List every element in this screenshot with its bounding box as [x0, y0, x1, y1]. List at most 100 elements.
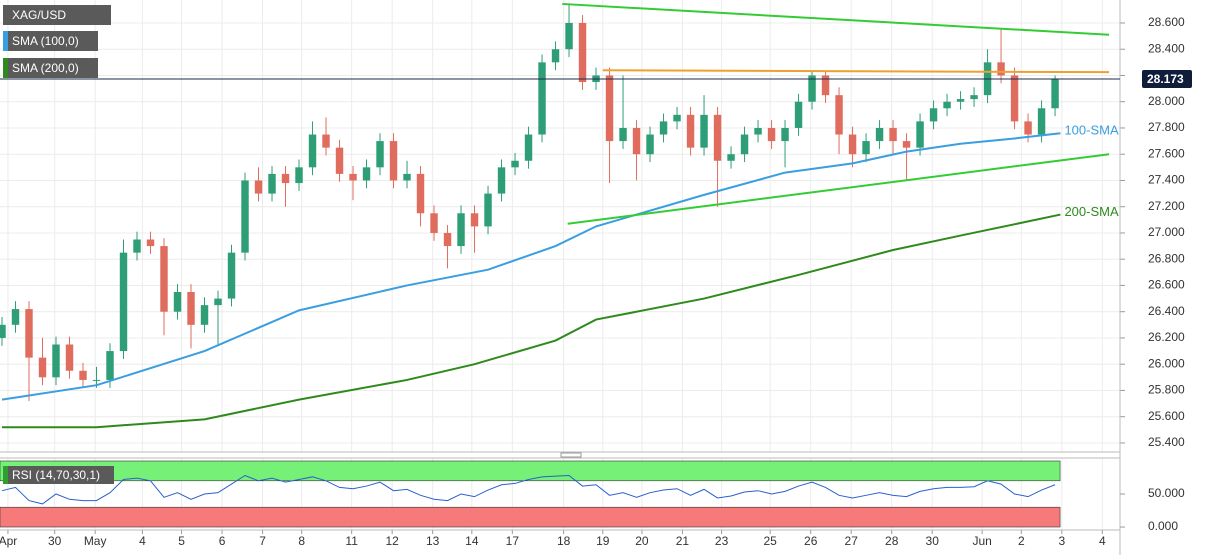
candle-body: [754, 127, 762, 135]
candle-body: [376, 141, 384, 168]
candle-body: [1010, 75, 1019, 122]
candle-body: [484, 193, 492, 227]
candle-body: [713, 114, 722, 161]
legend-label: SMA (100,0): [12, 34, 79, 48]
x-tick-label: 27: [845, 534, 859, 548]
candle-body: [430, 213, 438, 233]
panel-handle: [560, 452, 582, 458]
candle-body: [551, 49, 560, 63]
x-tick-label: 21: [676, 534, 690, 548]
y-tick-label: 25.400: [1148, 435, 1185, 449]
candle-body: [997, 62, 1005, 76]
candle-body: [808, 75, 816, 102]
candle-body: [565, 22, 573, 50]
candle-body: [916, 121, 924, 148]
y-tick-label: 26.000: [1148, 356, 1185, 370]
candle-body: [443, 232, 452, 247]
x-tick-label: 20: [635, 534, 649, 548]
x-tick-label: 25: [764, 534, 778, 548]
candle-body: [11, 309, 20, 325]
candle-body: [241, 180, 249, 253]
candle-body: [146, 239, 155, 247]
legend-label: XAG/USD: [12, 8, 66, 22]
candle-body: [511, 160, 519, 168]
legend-box: [3, 31, 98, 51]
x-tick-label: 6: [219, 534, 226, 548]
candle-body: [700, 114, 708, 148]
y-tick-label: 27.200: [1148, 199, 1185, 213]
y-tick-label: 28.000: [1148, 94, 1185, 108]
candle-body: [889, 127, 897, 142]
candle-body: [281, 173, 290, 184]
candle-body: [524, 134, 533, 161]
candle-body: [133, 239, 141, 253]
x-tick-label: Apr: [0, 534, 17, 548]
x-tick-label: 19: [596, 534, 610, 548]
trend-line: [567, 153, 1110, 225]
sma-label: 200-SMA: [1064, 204, 1119, 219]
candle-body: [362, 167, 371, 181]
trend-line: [602, 69, 1110, 74]
legend-swatch: [3, 58, 8, 78]
candle-body: [0, 324, 6, 338]
candle-body: [619, 127, 627, 142]
candle-body: [767, 127, 776, 142]
y-tick-label: 28.400: [1148, 41, 1185, 55]
x-tick-label: May: [84, 534, 107, 548]
oversold-zone: [0, 506, 1061, 528]
x-tick-label: 13: [426, 534, 440, 548]
x-tick-label: Jun: [972, 534, 991, 548]
sma-line: [1, 213, 1061, 429]
candle-body: [1037, 108, 1046, 135]
y-tick-label: 25.800: [1148, 383, 1185, 397]
candle-body: [416, 173, 425, 214]
candle-body: [1024, 121, 1032, 135]
candle-body: [268, 173, 276, 194]
candle-body: [1051, 79, 1059, 109]
legend-swatch: [3, 466, 8, 484]
candle-body: [875, 127, 884, 142]
candle-body: [457, 213, 465, 247]
candle-body: [835, 95, 843, 135]
candle-body: [578, 22, 587, 83]
candle-body: [52, 344, 60, 378]
legend-swatch: [3, 31, 8, 51]
candle-body: [389, 141, 398, 181]
candle-body: [673, 114, 681, 122]
legend-box: [3, 466, 114, 484]
x-tick-label: 30: [48, 534, 62, 548]
candle-body: [227, 252, 236, 299]
candle-body: [956, 99, 965, 102]
candle-body: [38, 357, 47, 378]
legend-box: [3, 5, 111, 25]
legend-swatch: [3, 5, 8, 25]
candle-body: [821, 75, 830, 96]
x-tick-label: 11: [345, 534, 358, 548]
y-tick-label: 27.000: [1148, 225, 1185, 239]
candle-body: [646, 134, 654, 155]
candle-body: [605, 75, 614, 142]
y-tick-label: 0.000: [1148, 519, 1178, 533]
legend-label: RSI (14,70,30,1): [12, 468, 100, 482]
x-tick-label: 23: [715, 534, 729, 548]
candle-body: [173, 292, 182, 312]
candle-body: [659, 121, 668, 135]
y-tick-label: 25.600: [1148, 409, 1185, 423]
candle-body: [25, 309, 33, 358]
last-price-label: 28.173: [1147, 72, 1184, 86]
candle-body: [781, 127, 789, 142]
candle-body: [848, 134, 857, 155]
candle-body: [929, 108, 938, 122]
candle-body: [308, 134, 317, 168]
y-tick-label: 50.000: [1148, 486, 1185, 500]
x-tick-label: 4: [1099, 534, 1106, 548]
candle-body: [970, 95, 978, 100]
candle-body: [119, 252, 128, 352]
candle-body: [335, 147, 344, 174]
sma-line: [1, 132, 1061, 401]
candle-body: [686, 114, 695, 148]
candle-body: [538, 62, 546, 135]
x-tick-label: 14: [465, 534, 479, 548]
candle-body: [295, 167, 303, 184]
